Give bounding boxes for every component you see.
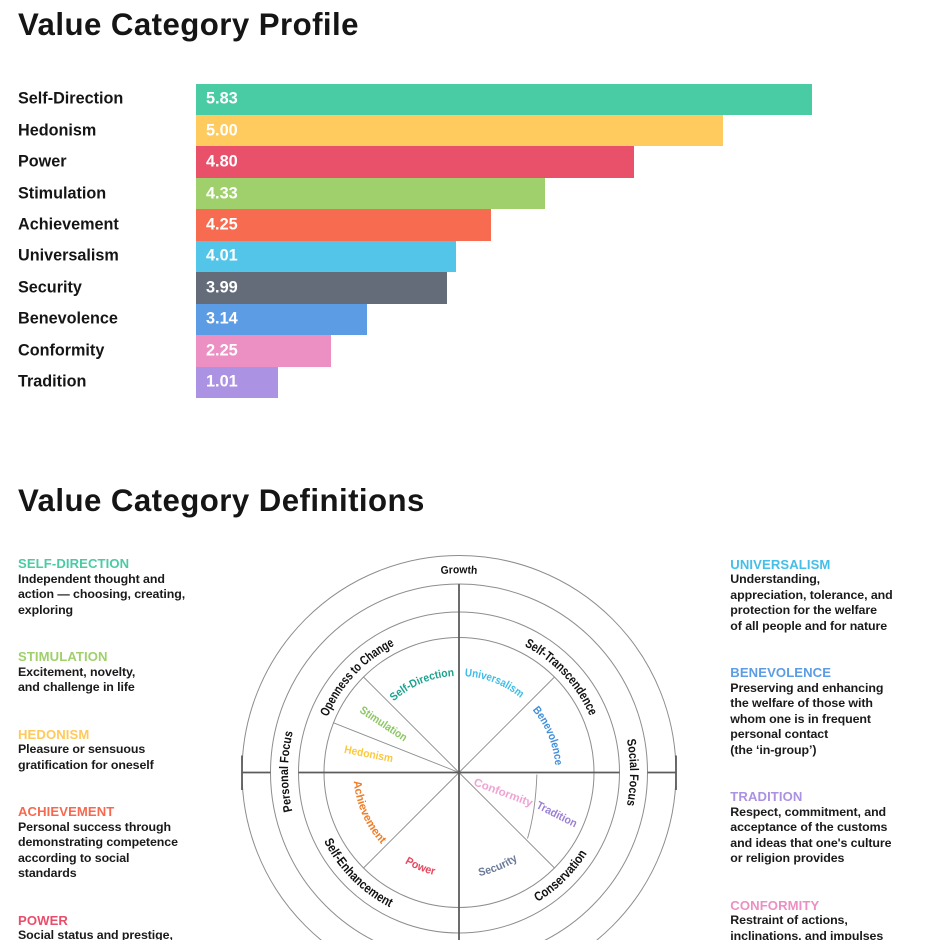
svg-text:Power: Power xyxy=(403,855,437,878)
svg-text:Security: Security xyxy=(477,852,520,879)
svg-text:Personal Focus: Personal Focus xyxy=(277,729,296,813)
svg-text:Conformity: Conformity xyxy=(472,777,535,810)
svg-text:Openness to Change: Openness to Change xyxy=(317,635,396,718)
svg-text:Self-Transcendence: Self-Transcendence xyxy=(523,635,601,717)
svg-text:Benevolence: Benevolence xyxy=(530,704,564,765)
svg-text:Hedonism: Hedonism xyxy=(343,744,394,765)
svg-text:Growth: Growth xyxy=(440,564,478,577)
svg-text:Tradition: Tradition xyxy=(534,800,579,831)
svg-text:Achievement: Achievement xyxy=(351,780,389,846)
svg-text:Social Focus: Social Focus xyxy=(624,738,641,808)
svg-text:Self-Direction: Self-Direction xyxy=(388,667,455,704)
svg-text:Conservation: Conservation xyxy=(531,847,589,905)
svg-text:Universalism: Universalism xyxy=(464,667,526,700)
svg-text:Stimulation: Stimulation xyxy=(357,704,409,744)
